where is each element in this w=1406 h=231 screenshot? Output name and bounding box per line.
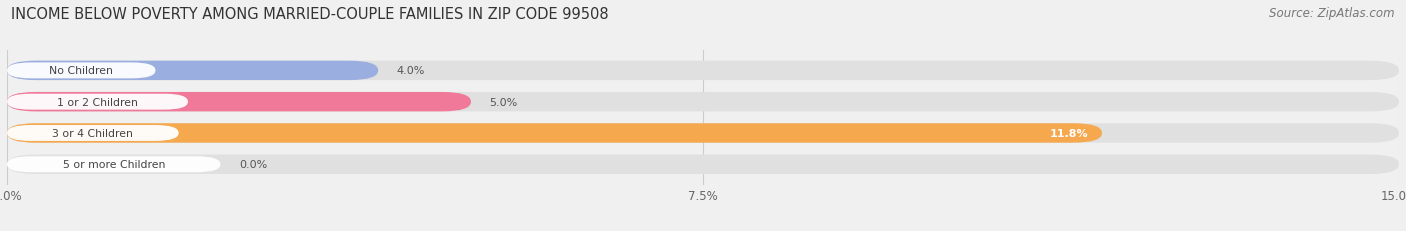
Text: 11.8%: 11.8% [1049, 128, 1088, 138]
FancyBboxPatch shape [7, 61, 378, 81]
Text: 0.0%: 0.0% [239, 160, 267, 170]
FancyBboxPatch shape [7, 93, 471, 112]
FancyBboxPatch shape [7, 94, 188, 110]
Text: No Children: No Children [49, 66, 114, 76]
FancyBboxPatch shape [7, 124, 1399, 143]
FancyBboxPatch shape [7, 155, 1399, 174]
FancyBboxPatch shape [7, 157, 221, 173]
Text: 5.0%: 5.0% [489, 97, 517, 107]
FancyBboxPatch shape [7, 124, 1102, 143]
Text: INCOME BELOW POVERTY AMONG MARRIED-COUPLE FAMILIES IN ZIP CODE 99508: INCOME BELOW POVERTY AMONG MARRIED-COUPL… [11, 7, 609, 22]
FancyBboxPatch shape [7, 93, 1399, 112]
Text: 1 or 2 Children: 1 or 2 Children [58, 97, 138, 107]
Text: Source: ZipAtlas.com: Source: ZipAtlas.com [1270, 7, 1395, 20]
FancyBboxPatch shape [7, 63, 156, 79]
Text: 4.0%: 4.0% [396, 66, 425, 76]
FancyBboxPatch shape [7, 125, 179, 141]
FancyBboxPatch shape [7, 61, 1399, 81]
Text: 3 or 4 Children: 3 or 4 Children [52, 128, 134, 138]
Text: 5 or more Children: 5 or more Children [62, 160, 165, 170]
